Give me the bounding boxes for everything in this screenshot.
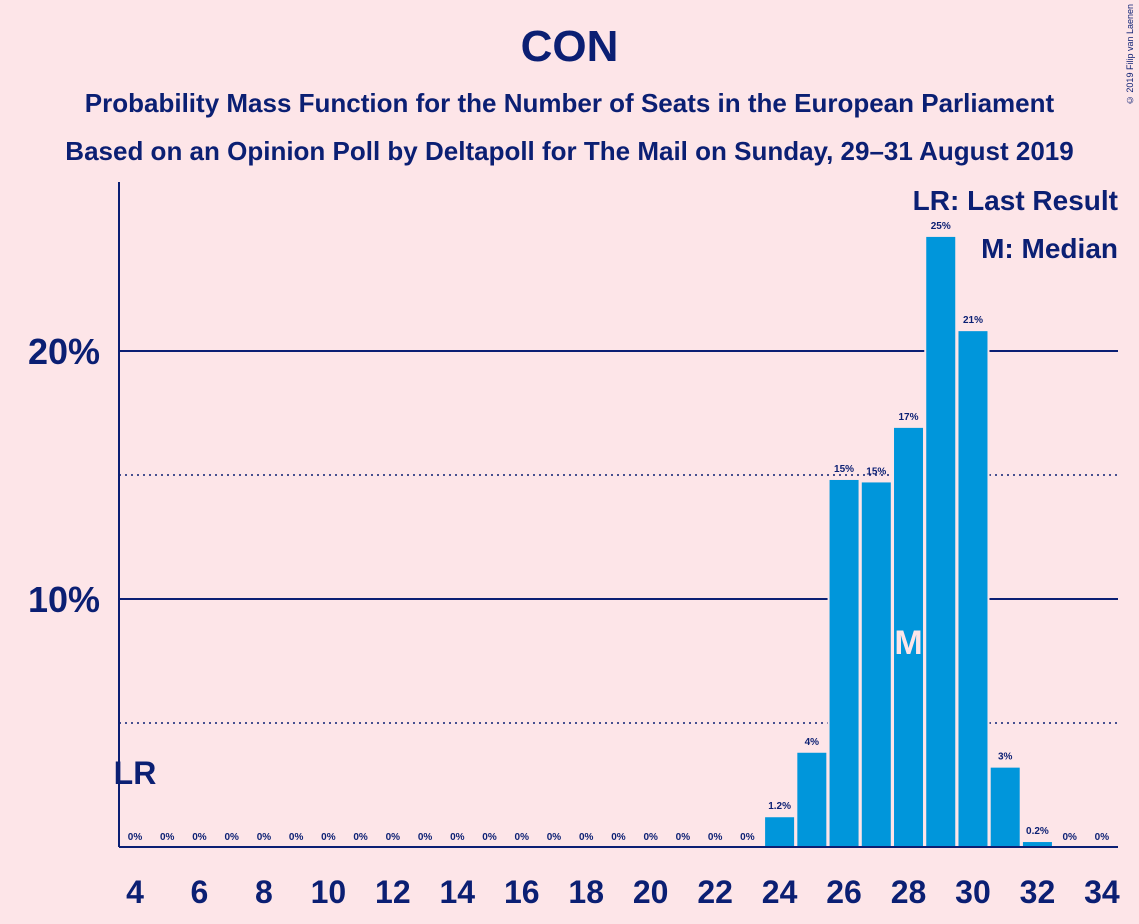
x-tick-label: 18 (568, 874, 604, 910)
bar (765, 817, 795, 847)
x-tick-label: 8 (255, 874, 273, 910)
x-tick-label: 4 (126, 874, 144, 910)
data-label: 0% (515, 832, 530, 843)
x-tick-label: 12 (375, 874, 411, 910)
median-marker: M (894, 624, 922, 662)
data-label: 0% (257, 832, 272, 843)
y-tick-label: 20% (28, 331, 100, 372)
data-label: 0% (676, 832, 691, 843)
last-result-marker: LR (114, 755, 157, 791)
bar (894, 427, 924, 847)
x-tick-label: 6 (191, 874, 209, 910)
x-tick-label: 34 (1084, 874, 1120, 910)
data-label: 0% (740, 832, 755, 843)
data-label: 0% (643, 832, 658, 843)
x-tick-label: 20 (633, 874, 669, 910)
x-tick-label: 16 (504, 874, 540, 910)
y-tick-label: 10% (28, 579, 100, 620)
x-tick-label: 28 (891, 874, 927, 910)
bar (926, 236, 956, 848)
data-label: 0% (611, 832, 626, 843)
data-label: 0% (289, 832, 304, 843)
data-label: 0% (353, 832, 368, 843)
bar (797, 752, 827, 847)
data-label: 0% (192, 832, 207, 843)
chart-title: CON (520, 22, 619, 71)
data-label: 1.2% (768, 801, 791, 812)
chart-subtitle-2: Based on an Opinion Poll by Deltapoll fo… (65, 136, 1074, 166)
data-label: 15% (866, 466, 886, 477)
legend-median: M: Median (981, 233, 1118, 264)
x-tick-label: 14 (440, 874, 476, 910)
data-label: 0% (224, 832, 239, 843)
bar (829, 479, 859, 847)
data-label: 4% (805, 737, 820, 748)
data-label: 0.2% (1026, 826, 1049, 837)
chart-subtitle-1: Probability Mass Function for the Number… (84, 88, 1055, 118)
data-label: 0% (450, 832, 465, 843)
data-label: 0% (128, 832, 143, 843)
x-tick-label: 22 (697, 874, 733, 910)
bar (990, 767, 1020, 847)
bar (958, 331, 988, 847)
data-label: 15% (834, 464, 854, 475)
data-label: 3% (998, 752, 1013, 763)
legend-last-result: LR: Last Result (913, 185, 1118, 216)
x-tick-label: 10 (311, 874, 347, 910)
x-tick-label: 32 (1020, 874, 1056, 910)
x-tick-label: 24 (762, 874, 798, 910)
bar (1022, 842, 1052, 847)
data-label: 0% (482, 832, 497, 843)
data-label: 0% (386, 832, 401, 843)
data-label: 0% (160, 832, 175, 843)
data-label: 0% (708, 832, 723, 843)
data-label: 0% (1062, 832, 1077, 843)
data-label: 17% (899, 412, 919, 423)
data-label: 0% (579, 832, 594, 843)
data-label: 0% (418, 832, 433, 843)
data-label: 0% (1095, 832, 1110, 843)
data-label: 0% (547, 832, 562, 843)
x-tick-label: 26 (826, 874, 862, 910)
bar (861, 482, 891, 847)
data-label: 21% (963, 315, 983, 326)
x-tick-label: 30 (955, 874, 991, 910)
data-label: 0% (321, 832, 336, 843)
data-label: 25% (931, 221, 951, 232)
